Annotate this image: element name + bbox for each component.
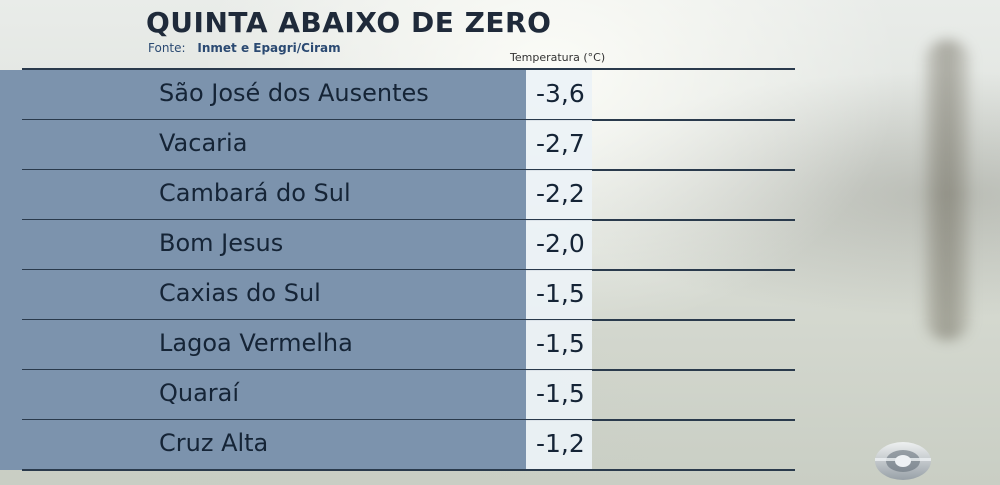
city-cell (0, 270, 526, 320)
temp-cell (526, 320, 592, 370)
city-cell (0, 220, 526, 270)
page-title: QUINTA ABAIXO DE ZERO (146, 6, 552, 39)
city-cell (0, 320, 526, 370)
row-divider (22, 469, 795, 471)
temp-value: -1,5 (536, 379, 585, 408)
city-name: Bom Jesus (159, 229, 284, 257)
city-name: Caxias do Sul (159, 279, 321, 307)
table-row: Quaraí -1,5 (0, 370, 795, 421)
temp-value: -1,5 (536, 329, 585, 358)
temp-cell (526, 420, 592, 470)
city-name: São José dos Ausentes (159, 79, 429, 107)
table-row: Cambará do Sul -2,2 (0, 170, 795, 221)
city-name: Lagoa Vermelha (159, 329, 353, 357)
temp-value: -2,0 (536, 229, 585, 258)
source-line: Fonte: Inmet e Epagri/Ciram (148, 41, 341, 55)
temp-value: -1,5 (536, 279, 585, 308)
temp-value: -2,2 (536, 179, 585, 208)
source-label: Fonte: (148, 41, 186, 55)
temp-cell (526, 370, 592, 420)
table-row: Lagoa Vermelha -1,5 (0, 320, 795, 371)
city-cell (0, 70, 526, 120)
source-value: Inmet e Epagri/Ciram (197, 41, 341, 55)
city-cell (0, 120, 526, 170)
city-cell (0, 370, 526, 420)
temp-cell (526, 120, 592, 170)
table-row: Vacaria -2,7 (0, 120, 795, 171)
temp-value: -3,6 (536, 79, 585, 108)
temp-value: -1,2 (536, 429, 585, 458)
temp-cell (526, 170, 592, 220)
table-top-rule (22, 68, 795, 70)
city-name: Cambará do Sul (159, 179, 351, 207)
table-row: Caxias do Sul -1,5 (0, 270, 795, 321)
city-cell (0, 420, 526, 470)
city-name: Vacaria (159, 129, 248, 157)
city-name: Cruz Alta (159, 429, 269, 457)
temp-cell (526, 220, 592, 270)
city-name: Quaraí (159, 379, 240, 407)
broadcaster-logo-icon (875, 442, 931, 480)
background-tree (925, 40, 970, 340)
temp-value: -2,7 (536, 129, 585, 158)
city-cell (0, 170, 526, 220)
column-header-temperature: Temperatura (°C) (510, 51, 606, 64)
table-row: São José dos Ausentes -3,6 (0, 70, 795, 121)
table-row: Bom Jesus -2,0 (0, 220, 795, 271)
temp-cell (526, 270, 592, 320)
table-row: Cruz Alta -1,2 (0, 420, 795, 471)
temp-cell (526, 70, 592, 120)
